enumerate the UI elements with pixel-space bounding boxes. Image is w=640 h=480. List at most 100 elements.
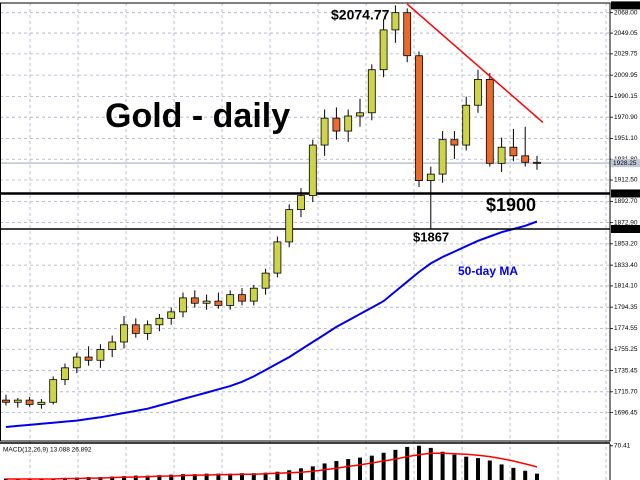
candle-body [179,297,187,313]
macd-bar [287,470,292,480]
macd-bar [440,451,445,480]
candle-body [131,324,140,334]
macd-bar [169,474,174,480]
price-box-label: 1867.00 [613,226,637,233]
macd-bar [145,475,150,480]
macd-bar [181,474,185,480]
candle-body [261,272,270,289]
candle-body [190,297,199,304]
y-tick-label: 1912.50 [614,177,638,184]
price-axis: 2068.00 2049.05 2029.75 2009.95 1990.15 1970.… [610,1,640,449]
candle-body [226,294,235,306]
y-tick-label: 1735.45 [614,367,638,374]
macd-bar [216,473,221,480]
candle-body [238,294,246,302]
y-tick-label: 1696.45 [614,409,638,416]
candle-body [37,401,46,405]
macd-bar [251,473,256,480]
macd-bar [322,463,327,480]
macd-bar [192,474,197,480]
y-tick-label: 1755.25 [614,346,638,353]
macd-bar [452,454,457,480]
signal-line [6,452,538,480]
candle-body [84,356,93,361]
candle-body [485,79,494,164]
candle-body [155,317,164,326]
macd-bar [535,473,539,480]
y-tick-label: 1970.90 [614,114,638,121]
candle-body [167,311,176,319]
candle-body [367,69,376,114]
candle-body [249,287,258,302]
panel-border [0,2,611,442]
candle-body [332,117,341,132]
candle-body [509,146,518,157]
macd-bar [358,457,362,480]
macd-bar [240,473,244,480]
candle-body [391,12,400,31]
macd-bar [228,473,233,480]
macd-bar [381,452,386,480]
peak-annotation: $2074.77 [331,7,390,23]
y-tick-label: 1833.40 [614,262,638,269]
candle-body [344,115,353,132]
level-annotation: $1900 [486,195,536,215]
level-annotation: $1867 [413,229,449,244]
y-tick-label: 1853.20 [614,241,638,248]
macd-bar [428,447,433,480]
moving-average [5,220,538,428]
macd-bar [263,472,268,480]
candle-body [108,341,117,350]
candle-body [143,324,152,334]
macd-bar [369,455,374,480]
candle-body [403,12,412,57]
macd-bar [299,468,303,480]
y-tick-label: 2009.95 [614,72,638,79]
macd-bar [157,475,162,480]
candle-body [438,139,447,175]
candle-body [202,300,211,304]
macd-bar [511,467,516,480]
candle-body [356,112,364,117]
candle-body [415,55,423,181]
price-box-label: 1900.00 [613,190,637,197]
macd-bar [346,459,351,480]
macd-bar [487,460,492,480]
candle-body [273,241,282,274]
candle-body [61,367,69,381]
candle-body [379,29,388,71]
y-tick-label: 1990.15 [614,93,638,100]
macd-bar [523,470,528,480]
price-box [611,1,640,10]
y-tick-label: 2068.00 [614,9,638,16]
candle-body [497,146,506,164]
macd-panel [0,442,611,480]
price-panel [0,2,611,442]
chart-title: Gold - daily [105,97,290,135]
candle-body [308,144,317,197]
candle-body [214,300,223,306]
candle-body [13,399,22,403]
price-box-label: 1928.25 [613,160,637,167]
macd-bar [334,461,339,480]
y-tick-label: 1951.10 [614,135,638,142]
y-tick-label: 70.41 [614,442,631,449]
ma-label: 50-day MA [458,264,518,278]
candle-body [533,161,541,164]
candle-body [474,79,482,106]
macd-bar [499,464,504,480]
macd-bar [122,476,126,480]
candle-body [72,356,81,369]
candle-body [25,399,34,405]
macd-bar [310,466,315,480]
y-tick-label: 1872.90 [614,219,638,226]
y-tick-label: 1892.70 [614,198,638,205]
candle-body [285,209,294,243]
candle-body [450,139,459,146]
macd-bar [405,446,410,480]
macd-bar [204,473,209,480]
price-box-label: 2074.77 [613,2,637,9]
candle-body [462,104,471,146]
